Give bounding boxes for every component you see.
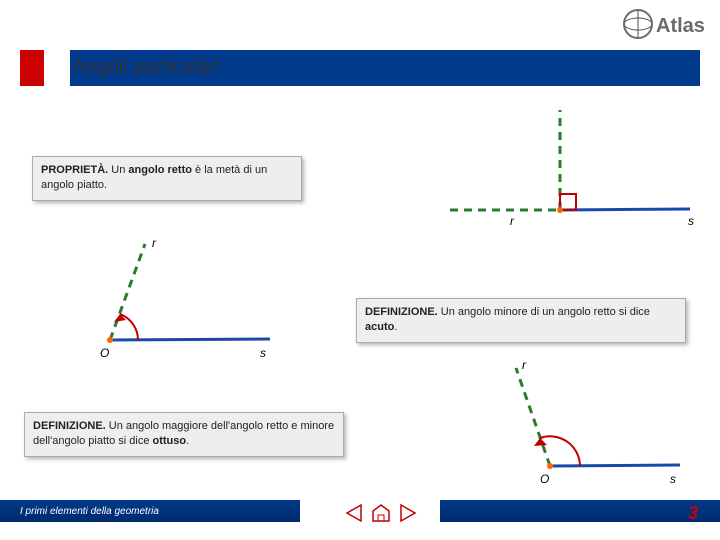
label-r-acute: r xyxy=(152,236,156,250)
label-s: s xyxy=(688,214,694,228)
home-button[interactable] xyxy=(368,500,394,526)
logo-text: Atlas xyxy=(656,15,705,37)
atlas-logo: Atlas xyxy=(620,6,706,47)
title-red-block xyxy=(20,50,44,86)
footer-bar-right xyxy=(440,500,720,522)
property-box: PROPRIETÀ. Un angolo retto è la metà di … xyxy=(32,156,302,201)
prev-button[interactable] xyxy=(340,500,366,526)
next-button[interactable] xyxy=(396,500,422,526)
label-s-obtuse: s xyxy=(670,472,676,486)
definition-obtuse-box: DEFINIZIONE. Un angolo maggiore dell'ang… xyxy=(24,412,344,457)
box2-label: DEFINIZIONE. xyxy=(365,306,438,318)
obtuse-angle-diagram: O r s xyxy=(460,356,690,491)
label-O-acute: O xyxy=(100,346,109,360)
nav-controls xyxy=(340,500,422,526)
right-angle-diagram: r s xyxy=(430,100,710,235)
label-r-obtuse: r xyxy=(522,358,526,372)
label-O-obtuse: O xyxy=(540,472,549,486)
definition-acute-box: DEFINIZIONE. Un angolo minore di un ango… xyxy=(356,298,686,343)
footer-title: I primi elementi della geometria xyxy=(0,500,300,522)
label-r: r xyxy=(510,214,514,228)
box3-label: DEFINIZIONE. xyxy=(33,420,106,432)
acute-angle-diagram: O r s xyxy=(70,230,290,365)
page-number: 3 xyxy=(688,503,698,524)
page-title: Angoli particolari xyxy=(72,56,220,79)
label-s-acute: s xyxy=(260,346,266,360)
box1-label: PROPRIETÀ. xyxy=(41,164,108,176)
